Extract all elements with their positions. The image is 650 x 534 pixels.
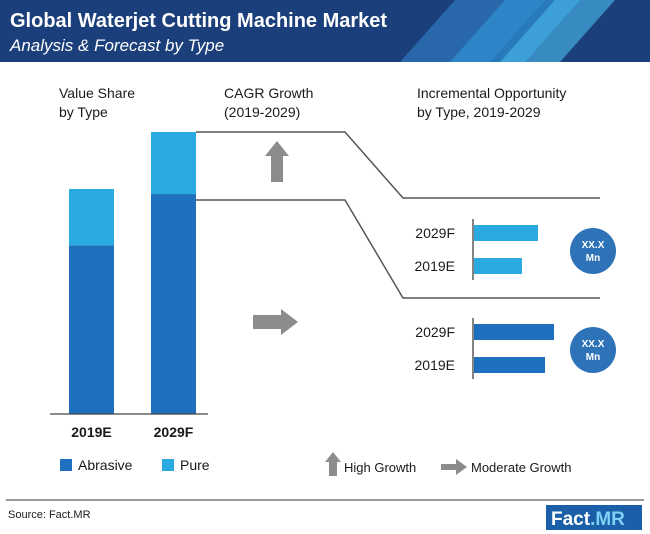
- hbar-pure-2019e: [474, 258, 522, 274]
- header-stripe: [500, 0, 615, 62]
- legend-moderate-growth-icon: [441, 459, 467, 475]
- legend-high-growth-label: High Growth: [344, 460, 416, 475]
- incremental-chart-pure: [472, 219, 538, 280]
- hbar-label-2019e: 2019E: [415, 357, 455, 373]
- category-label-2019e: 2019E: [71, 424, 111, 440]
- badge-unit: Mn: [586, 253, 600, 264]
- badge-value: XX.X: [582, 339, 605, 350]
- connector-line-top: [196, 131, 600, 199]
- hbar-abrasive-2029f: [474, 324, 554, 340]
- legend-swatch-abrasive: [60, 459, 72, 471]
- arrow-legend: High Growth Moderate Growth: [325, 452, 571, 476]
- badge-unit: Mn: [586, 352, 600, 363]
- opportunity-badge-abrasive: XX.X Mn: [570, 327, 616, 373]
- hbar-pure-2029f: [474, 225, 538, 241]
- page-title: Global Waterjet Cutting Machine Market: [10, 10, 387, 32]
- legend-label-abrasive: Abrasive: [78, 457, 133, 473]
- incremental-heading: Incremental Opportunity by Type, 2019-20…: [417, 85, 570, 120]
- legend-swatch-pure: [162, 459, 174, 471]
- header-band: Global Waterjet Cutting Machine Market A…: [0, 0, 650, 62]
- legend-label-pure: Pure: [180, 457, 210, 473]
- hbar-abrasive-2019e: [474, 357, 545, 373]
- logo-text: Fact.MR: [551, 509, 625, 530]
- page-subtitle: Analysis & Forecast by Type: [9, 36, 224, 55]
- bar-abrasive-2029f: [151, 194, 196, 414]
- logo-background: [546, 505, 642, 530]
- high-growth-arrow-icon: [265, 141, 289, 182]
- connector-line-bottom: [196, 199, 600, 299]
- legend-moderate-growth-label: Moderate Growth: [471, 460, 571, 475]
- share-fan-connector: [114, 132, 151, 189]
- stacked-bar-chart: [69, 132, 196, 414]
- cagr-heading: CAGR Growth (2019-2029): [224, 85, 317, 120]
- category-label-2029f: 2029F: [154, 424, 194, 440]
- source-text: Source: Fact.MR: [8, 509, 91, 521]
- value-share-heading: Value Share by Type: [59, 85, 139, 120]
- badge-value: XX.X: [582, 240, 605, 251]
- bar-abrasive-2019e: [69, 245, 114, 414]
- badge-circle: [570, 327, 616, 373]
- series-legend: Abrasive Pure: [60, 457, 210, 473]
- hbar-label-2029f: 2029F: [415, 324, 455, 340]
- bar-pure-2029f: [151, 132, 196, 195]
- badge-circle: [570, 228, 616, 274]
- legend-high-growth-icon: [325, 452, 341, 476]
- incremental-chart-abrasive: [472, 318, 554, 379]
- opportunity-badge-pure: XX.X Mn: [570, 228, 616, 274]
- hbar-label-2019e: 2019E: [415, 258, 455, 274]
- hbar-label-2029f: 2029F: [415, 225, 455, 241]
- moderate-growth-arrow-icon: [253, 309, 298, 335]
- factmr-logo: Fact.MR: [546, 505, 642, 530]
- bar-pure-2019e: [69, 189, 114, 246]
